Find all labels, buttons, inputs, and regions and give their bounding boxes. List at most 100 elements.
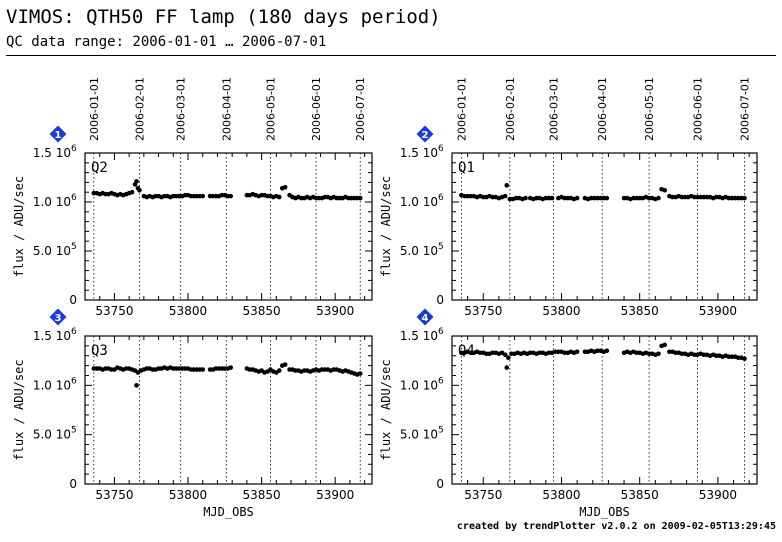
plot-frame [84, 335, 373, 485]
panel-badge-number: 2 [422, 130, 429, 141]
panel-label: Q3 [91, 343, 108, 359]
data-point [742, 195, 747, 201]
date-tick-label: 2006-07-01 [354, 77, 367, 141]
data-point [604, 348, 610, 354]
y-tick-exponent: 6 [71, 327, 77, 337]
footer-credit: created by trendPlotter v2.0.2 on 2009-0… [456, 521, 776, 532]
date-tick-label: 2006-02-01 [133, 77, 146, 141]
date-tick-label: 2006-01-01 [88, 77, 101, 141]
data-point [504, 183, 510, 188]
y-tick-label: 0 [436, 477, 444, 491]
x-tick-label: 53750 [95, 488, 133, 502]
date-tick-label: 2006-04-01 [220, 77, 233, 141]
data-point [129, 189, 135, 195]
date-tick-label: 2006-06-01 [310, 77, 323, 141]
data-point [656, 351, 661, 357]
data-point [742, 356, 747, 361]
data-point [228, 365, 234, 370]
x-tick-label: 53900 [699, 488, 737, 502]
x-tick-label: 53800 [542, 488, 580, 502]
y-tick-exponent: 6 [438, 327, 444, 337]
data-point [656, 195, 661, 201]
panel-label: Q2 [91, 160, 108, 176]
panel-badge [416, 308, 434, 326]
panel-badge-number: 4 [422, 313, 429, 324]
y-axis-label: flux / ADU/sec [379, 359, 393, 460]
date-tick-label: 2006-05-01 [643, 77, 656, 141]
data-point [549, 195, 555, 201]
data-point [200, 193, 206, 199]
data-point [200, 367, 206, 372]
data-point [574, 349, 580, 355]
y-axis-label: flux / ADU/sec [12, 359, 26, 460]
x-tick-label: 53800 [169, 304, 207, 318]
x-tick-label: 53900 [699, 304, 737, 318]
plot-frame [451, 335, 758, 485]
data-point [282, 185, 288, 190]
data-point [282, 362, 288, 367]
panel-badge-number: 3 [55, 313, 62, 324]
data-point [504, 365, 510, 370]
y-tick-exponent: 5 [438, 242, 444, 252]
date-tick-label: 2006-03-01 [548, 77, 561, 141]
data-point [662, 187, 668, 193]
y-tick-label: 0 [69, 293, 77, 307]
data-point [228, 193, 234, 199]
y-tick-exponent: 6 [71, 376, 77, 386]
x-tick-label: 53850 [243, 488, 281, 502]
data-point [574, 195, 580, 201]
y-tick-label: 1.5 10 [33, 329, 71, 343]
chart-title: VIMOS: QTH50 FF lamp (180 days period) [6, 6, 441, 28]
data-point [357, 371, 363, 376]
y-tick-exponent: 6 [438, 144, 444, 154]
panel-q2: 53750 53800 53850 53900 0 5.0 10 5 1.0 10 61.5 1… [12, 77, 373, 318]
y-tick-exponent: 6 [71, 144, 77, 154]
y-tick-label: 5.0 10 [400, 428, 438, 442]
date-tick-label: 2006-02-01 [504, 77, 517, 141]
data-point [523, 195, 528, 201]
x-tick-label: 53750 [95, 304, 133, 318]
data-point [276, 194, 282, 200]
y-axis-label: flux / ADU/sec [12, 176, 26, 277]
x-tick-label: 53850 [621, 304, 659, 318]
y-tick-label: 1.0 10 [33, 195, 71, 209]
date-tick-label: 2006-05-01 [264, 77, 277, 141]
x-tick-label: 53800 [542, 304, 580, 318]
y-tick-exponent: 5 [438, 426, 444, 436]
date-tick-label: 2006-04-01 [596, 77, 609, 141]
y-tick-exponent: 6 [438, 193, 444, 203]
data-point [506, 355, 511, 361]
y-tick-label: 1.5 10 [400, 329, 438, 343]
x-tick-label: 53900 [316, 488, 354, 502]
y-tick-label: 1.5 10 [33, 146, 71, 160]
data-point [662, 342, 668, 348]
data-point [357, 195, 363, 201]
plot-frame [84, 152, 373, 301]
data-point [604, 195, 610, 201]
y-tick-exponent: 6 [438, 376, 444, 386]
y-tick-label: 5.0 10 [33, 428, 71, 442]
y-tick-label: 5.0 10 [33, 244, 71, 258]
data-point [137, 187, 142, 193]
y-tick-label: 1.0 10 [400, 195, 438, 209]
x-tick-label: 53850 [243, 304, 281, 318]
y-tick-label: 1.0 10 [33, 378, 71, 392]
y-tick-label: 1.5 10 [400, 146, 438, 160]
y-tick-exponent: 5 [71, 242, 77, 252]
x-axis-label: MJD_OBS [579, 505, 630, 519]
date-tick-label: 2006-03-01 [175, 77, 188, 141]
y-tick-exponent: 5 [71, 426, 77, 436]
panel-label: Q1 [458, 160, 475, 176]
data-point [276, 368, 282, 373]
x-tick-label: 53750 [464, 304, 502, 318]
plot-frame [451, 152, 758, 301]
x-tick-label: 53900 [316, 304, 354, 318]
y-tick-label: 5.0 10 [400, 244, 438, 258]
date-tick-label: 2006-01-01 [455, 77, 468, 141]
chart-subtitle: QC data range: 2006-01-01 … 2006-07-01 [6, 34, 327, 50]
y-axis-label: flux / ADU/sec [379, 176, 393, 277]
y-tick-label: 0 [69, 477, 77, 491]
